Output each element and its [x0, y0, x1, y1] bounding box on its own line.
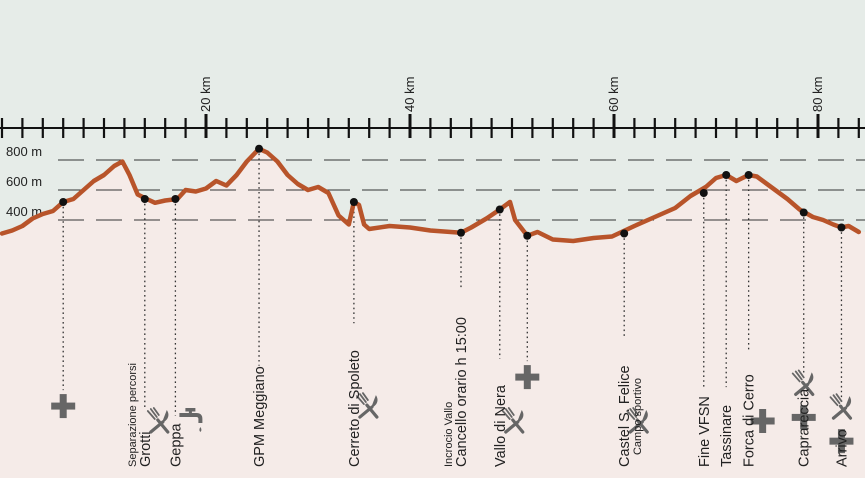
waypoint-marker	[59, 198, 68, 206]
waypoint-icons	[51, 365, 854, 454]
fork-knife-icon	[146, 407, 170, 434]
waypoint-label: Cerreto di Spoleto	[347, 350, 363, 467]
elevation-label-600: 600 m	[6, 174, 42, 189]
fork-knife-icon	[356, 392, 379, 419]
waypoint-sublabel: Incrocio Vallo	[443, 402, 455, 467]
fork-knife-icon	[626, 407, 649, 434]
x-tick-label: 60 km	[606, 77, 621, 112]
waypoint-label: Tassinare	[719, 405, 735, 467]
fork-knife-icon	[791, 369, 815, 397]
waypoint-label: Fine VFSN	[697, 396, 713, 467]
waypoint-marker	[349, 198, 358, 206]
waypoint-sublabel: Campo sportivo	[632, 378, 644, 455]
waypoint-marker	[837, 223, 846, 232]
x-tick-label: 80 km	[810, 77, 825, 112]
waypoint-marker	[171, 195, 180, 203]
fork-knife-icon	[501, 407, 525, 434]
waypoint-label: Cancello orario h 15:00	[454, 317, 470, 467]
waypoint-marker	[620, 229, 629, 238]
elevation-label-400: 400 m	[6, 204, 42, 219]
waypoint-label: Forca di Cerro	[742, 374, 758, 467]
waypoint-marker	[699, 189, 708, 197]
waypoint-label: Arrivo	[834, 429, 850, 467]
waypoint-label: Geppa	[168, 423, 184, 467]
fork-knife-icon	[829, 393, 853, 420]
elevation-gridlines: 400 m 600 m 800 m	[6, 144, 865, 221]
waypoint-label: GPM Meggiano	[252, 366, 268, 467]
waypoint-guides	[62, 148, 843, 416]
waypoint-marker	[495, 205, 504, 214]
distance-axis: 20 km 40 km 60 km 80 km	[0, 77, 865, 138]
x-tick-label: 40 km	[402, 77, 417, 112]
waypoint-label: Castel S. Felice	[617, 365, 633, 467]
waypoint-marker	[457, 228, 465, 237]
waypoint-marker	[523, 231, 532, 240]
first-aid-icon	[51, 394, 76, 419]
first-aid-icon	[750, 409, 775, 433]
waypoint-markers	[59, 144, 846, 240]
waypoint-marker	[140, 195, 149, 203]
waypoint-marker	[799, 208, 808, 217]
waypoint-label: Caprareccia	[797, 388, 813, 467]
waypoint-label: Vallo di Nera	[493, 384, 509, 467]
waypoint-label: Grotti	[138, 432, 154, 467]
water-tap-icon	[179, 408, 203, 432]
waypoint-marker	[255, 144, 264, 153]
waypoint-marker	[722, 171, 731, 179]
x-tick-label: 20 km	[198, 77, 213, 112]
waypoint-sublabel: Separazione percorsi	[127, 363, 139, 467]
elevation-label-800: 800 m	[6, 144, 42, 159]
first-aid-icon	[515, 365, 540, 390]
first-aid-icon	[829, 429, 854, 454]
first-aid-icon	[791, 405, 816, 430]
waypoint-marker	[744, 171, 753, 179]
ground-area	[0, 148, 865, 478]
